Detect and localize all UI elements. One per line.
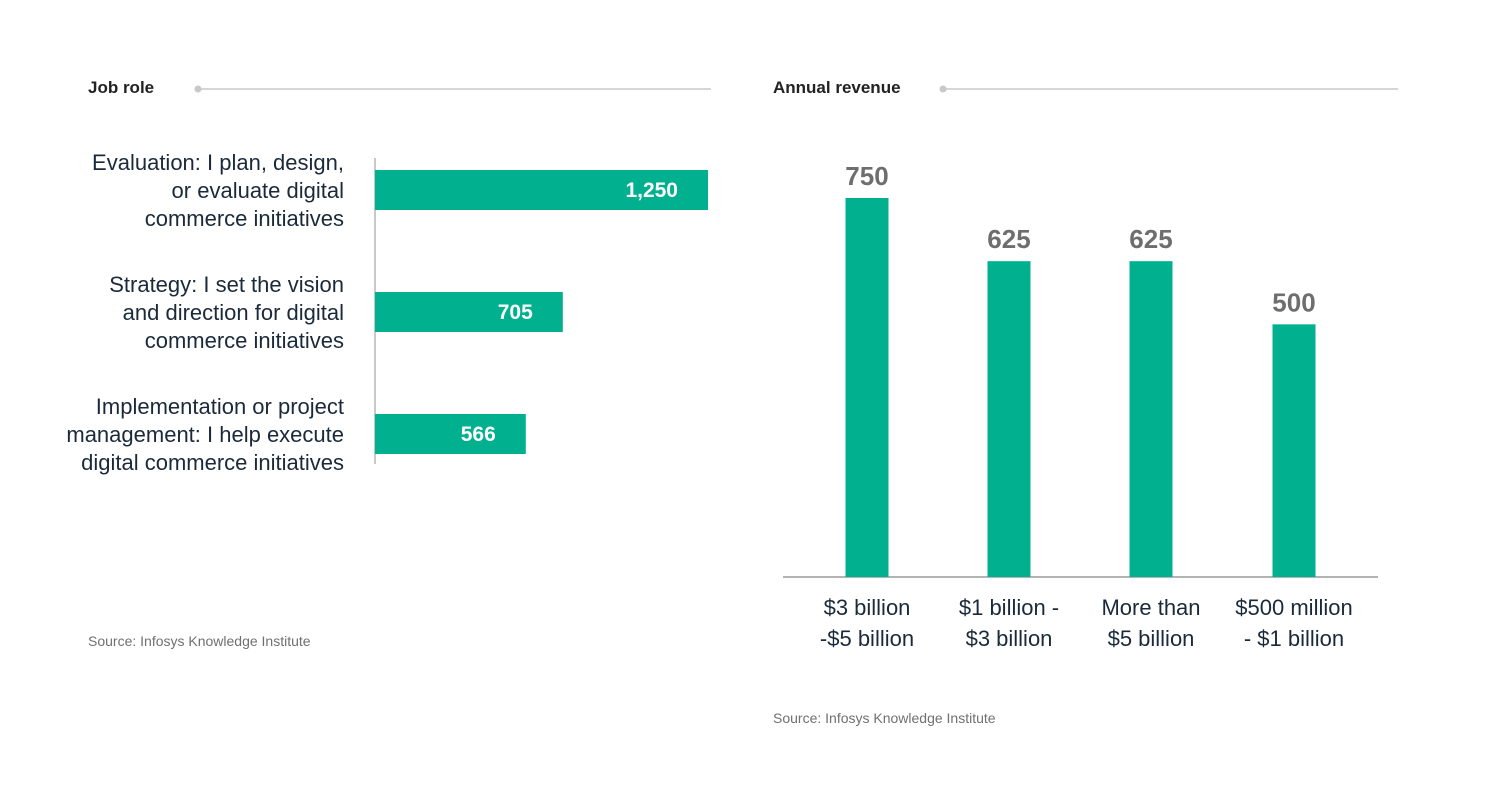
annual-revenue-bars: 750 $3 billion -$5 billion 625 $1 billion - $… — [820, 161, 1353, 651]
job-role-bar — [375, 414, 526, 454]
job-role-category-label: commerce initiatives — [145, 206, 344, 231]
annual-revenue-category-label: $5 billion — [1108, 626, 1195, 651]
job-role-category-label: and direction for digital — [123, 300, 344, 325]
annual-revenue-source: Source: Infosys Knowledge Institute — [773, 710, 996, 726]
annual-revenue-category-label: $3 billion — [824, 595, 911, 620]
job-role-category-label: Evaluation: I plan, design, — [92, 150, 344, 175]
job-role-category-label: Implementation or project — [96, 394, 344, 419]
annual-revenue-category-label: -$5 billion — [820, 626, 914, 651]
job-role-category-label: digital commerce initiatives — [81, 450, 344, 475]
job-role-category-label: Strategy: I set the vision — [109, 272, 344, 297]
job-role-value-label: 705 — [498, 301, 533, 324]
job-role-bars: 1,250 Evaluation: I plan, design, or evalu… — [66, 150, 708, 475]
annual-revenue-title: Annual revenue — [773, 78, 901, 97]
job-role-value-label: 1,250 — [625, 179, 678, 202]
job-role-bar — [375, 292, 563, 332]
annual-revenue-value-label: 750 — [845, 161, 888, 191]
annual-revenue-value-label: 625 — [987, 224, 1030, 254]
annual-revenue-category-label: $3 billion — [966, 626, 1053, 651]
job-role-bar — [375, 170, 708, 210]
annual-revenue-category-label: $1 billion - — [959, 595, 1059, 620]
job-role-title: Job role — [88, 78, 154, 97]
job-role-category-label: or evaluate digital — [172, 178, 344, 203]
job-role-category-label: management: I help execute — [66, 422, 344, 447]
annual-revenue-bar — [1129, 261, 1173, 577]
annual-revenue-bar — [987, 261, 1031, 577]
annual-revenue-value-label: 500 — [1272, 287, 1315, 317]
annual-revenue-value-label: 625 — [1129, 224, 1172, 254]
job-role-source: Source: Infosys Knowledge Institute — [88, 633, 311, 649]
job-role-category-label: commerce initiatives — [145, 328, 344, 353]
job-role-value-label: 566 — [461, 423, 496, 446]
annual-revenue-category-label: - $1 billion — [1244, 626, 1344, 651]
annual-revenue-bar — [1272, 324, 1316, 577]
annual-revenue-bar — [845, 198, 889, 577]
annual-revenue-category-label: $500 million — [1235, 595, 1352, 620]
annual-revenue-category-label: More than — [1101, 595, 1200, 620]
